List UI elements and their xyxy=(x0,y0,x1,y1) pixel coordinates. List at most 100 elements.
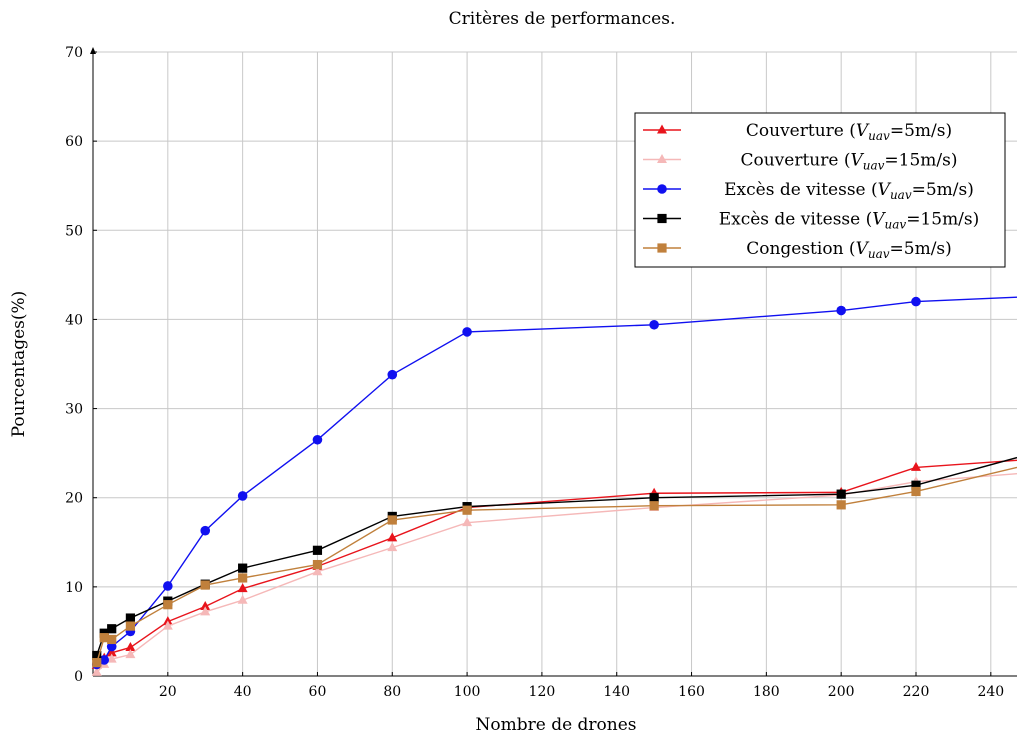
data-point xyxy=(200,600,211,610)
legend-item: Couverture (Vuav=15m/s) xyxy=(643,151,958,173)
legend-swatch-marker xyxy=(657,184,667,194)
legend-label: Excès de vitesse (Vuav=15m/s) xyxy=(719,210,980,232)
legend-item: Excès de vitesse (Vuav=15m/s) xyxy=(643,210,979,232)
data-point xyxy=(462,505,472,515)
data-point xyxy=(107,634,117,645)
data-point xyxy=(125,613,136,623)
y-tick-label: 20 xyxy=(65,491,83,507)
data-point xyxy=(99,633,109,643)
data-point xyxy=(312,559,323,570)
x-tick-label: 100 xyxy=(454,684,481,700)
y-tick-label: 70 xyxy=(65,45,83,61)
series-line xyxy=(96,296,1017,666)
y-tick-label: 50 xyxy=(65,223,83,239)
legend-swatch-marker xyxy=(657,154,667,163)
data-point xyxy=(312,434,323,445)
data-point xyxy=(125,641,136,651)
axes xyxy=(90,47,1017,677)
legend-swatch-marker xyxy=(657,243,667,253)
data-point xyxy=(911,486,921,497)
data-point xyxy=(649,501,659,511)
legend-label: Couverture (Vuav=5m/s) xyxy=(746,121,952,143)
y-tick-label: 30 xyxy=(65,402,83,418)
x-tick-label: 140 xyxy=(603,684,630,700)
series-1 xyxy=(91,459,1017,669)
series-group xyxy=(91,296,1017,676)
x-tick-label: 80 xyxy=(383,684,401,700)
data-point xyxy=(106,653,117,663)
series-line xyxy=(96,472,1017,673)
data-point xyxy=(163,600,173,610)
data-point xyxy=(163,581,173,591)
x-tick-label: 220 xyxy=(903,684,930,700)
series-line xyxy=(96,466,1017,663)
data-point xyxy=(106,647,117,657)
data-point xyxy=(237,594,248,604)
data-point xyxy=(238,563,248,573)
data-point xyxy=(387,369,398,380)
data-point xyxy=(91,666,102,676)
series-3 xyxy=(91,296,1017,670)
data-point xyxy=(312,545,323,555)
data-point xyxy=(99,655,110,665)
y-tick-label: 10 xyxy=(65,580,83,596)
x-tick-label: 60 xyxy=(309,684,327,700)
data-point xyxy=(387,542,398,552)
legend-box xyxy=(634,112,1006,268)
y-axis-label: Pourcentages(%) xyxy=(9,291,29,438)
y-tick-label: 0 xyxy=(74,669,83,685)
data-point xyxy=(836,500,846,510)
data-point xyxy=(462,517,473,527)
x-tick-label: 20 xyxy=(159,684,177,700)
series-5 xyxy=(92,466,1017,668)
data-point xyxy=(237,583,248,593)
y-tick-label: 40 xyxy=(65,312,83,328)
series-2 xyxy=(91,472,1017,676)
data-point xyxy=(312,566,323,576)
x-tick-label: 120 xyxy=(529,684,556,700)
data-point xyxy=(387,515,397,525)
data-point xyxy=(200,580,210,590)
x-tick-label: 180 xyxy=(753,684,780,700)
y-tick-label: 60 xyxy=(65,134,83,150)
x-tick-label: 160 xyxy=(678,684,705,700)
data-point xyxy=(237,491,248,501)
data-point xyxy=(92,650,102,661)
data-point xyxy=(125,649,136,659)
data-point xyxy=(649,493,659,503)
data-point xyxy=(910,461,921,471)
x-tick-label: 240 xyxy=(977,684,1004,700)
legend-item: Congestion (Vuav=5m/s) xyxy=(643,239,952,261)
data-point xyxy=(92,658,102,668)
legend: Couverture (Vuav=5m/s) Couverture (Vuav=1… xyxy=(634,112,1006,268)
legend-swatch-marker xyxy=(657,213,667,224)
tick-labels: 20 40 60 80 100 120 140 160 180 200 220 240 0 10 20 30 4… xyxy=(65,45,1004,700)
series-line xyxy=(96,456,1017,656)
data-point xyxy=(125,621,136,631)
legend-item: Couverture (Vuav=5m/s) xyxy=(643,121,952,143)
x-tick-label: 40 xyxy=(234,684,252,700)
x-tick-label: 200 xyxy=(828,684,855,700)
data-point xyxy=(107,624,117,634)
legend-swatch-marker xyxy=(657,124,667,134)
data-point xyxy=(911,296,921,307)
data-point xyxy=(162,620,173,630)
legend-label: Congestion (Vuav=5m/s) xyxy=(746,239,952,261)
data-point xyxy=(836,305,846,316)
data-point xyxy=(238,573,248,583)
legend-label: Excès de vitesse (Vuav=5m/s) xyxy=(724,180,974,202)
data-point xyxy=(387,532,398,542)
data-point xyxy=(911,480,921,490)
chart-title: Critères de performances. xyxy=(449,9,676,29)
data-point xyxy=(106,641,117,652)
legend-label: Couverture (Vuav=15m/s) xyxy=(740,151,957,173)
x-axis-label: Nombre de drones xyxy=(475,715,636,735)
y-axis-arrow xyxy=(90,47,96,54)
data-point xyxy=(649,319,659,330)
data-point xyxy=(462,327,472,337)
data-point xyxy=(200,525,211,536)
data-point xyxy=(200,606,211,616)
series-line xyxy=(96,459,1017,666)
data-point xyxy=(836,489,846,499)
